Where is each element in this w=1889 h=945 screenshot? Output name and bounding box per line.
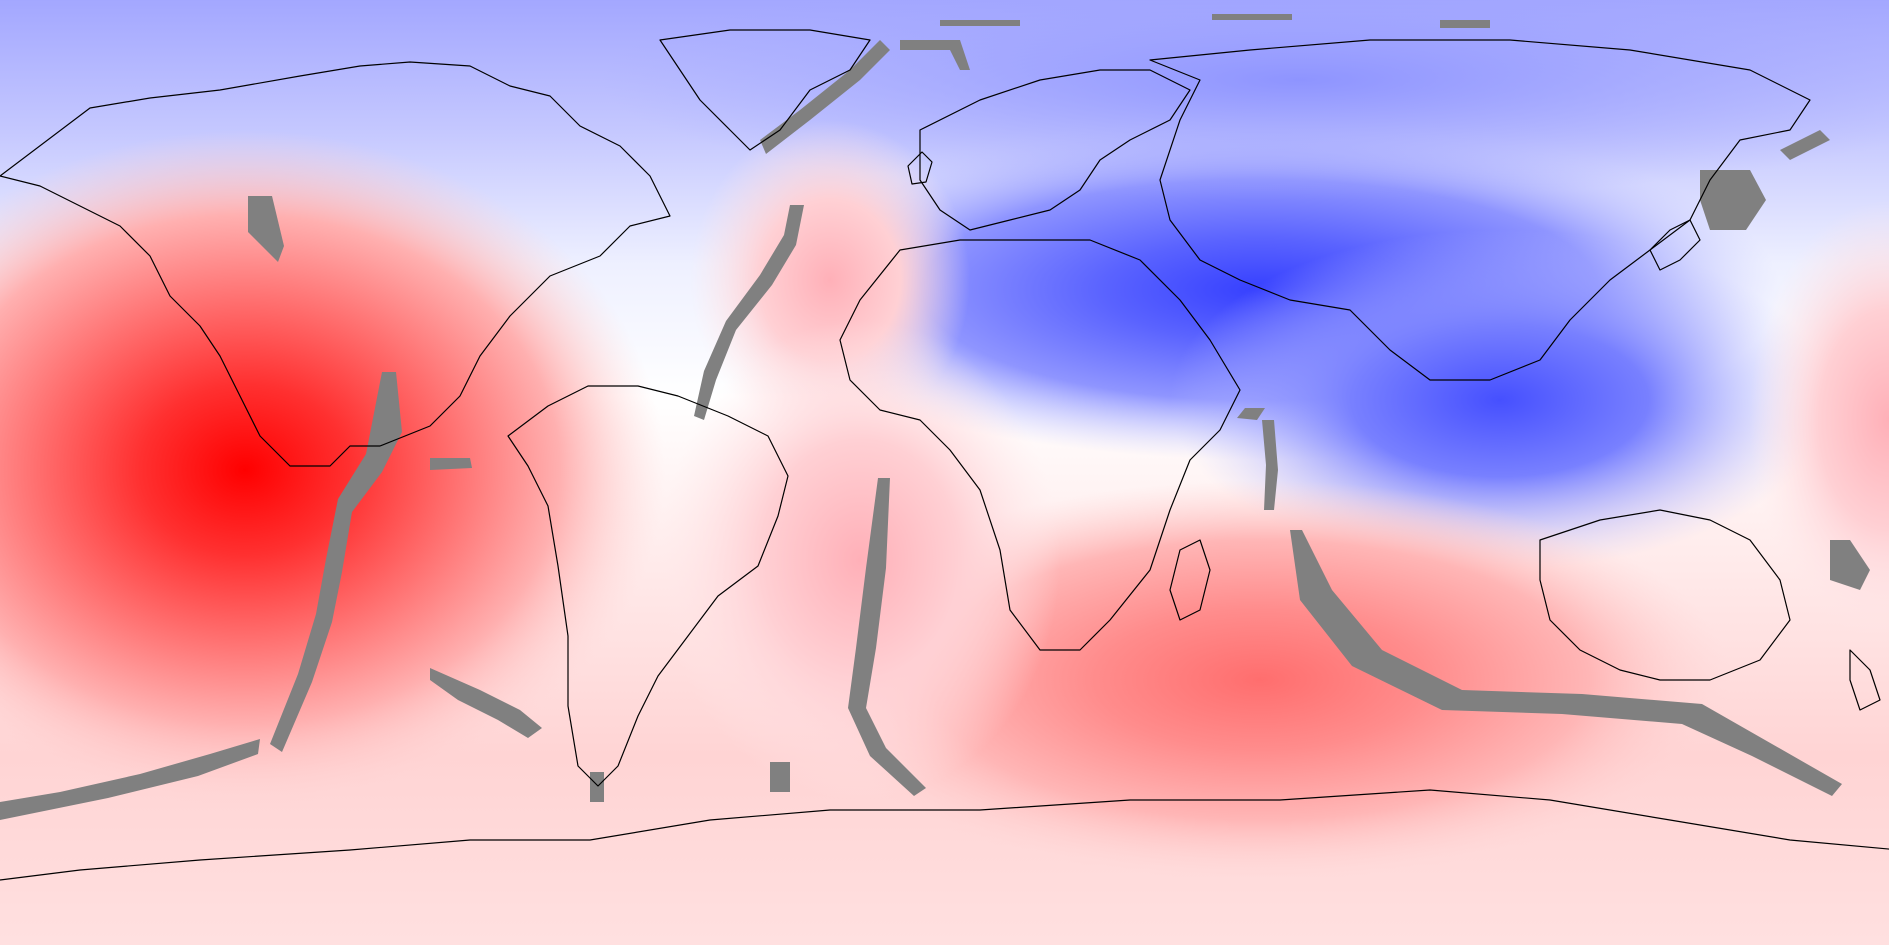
masked-kuril bbox=[1780, 130, 1830, 160]
masked-ridge-chile bbox=[430, 668, 542, 738]
masked-pacific-southwest bbox=[1830, 540, 1870, 590]
masked-arctic-strip-4 bbox=[900, 40, 970, 70]
masked-ridge-pacific-antarctic bbox=[0, 739, 260, 820]
coastline-north-america bbox=[0, 61, 671, 467]
coastline-madagascar bbox=[1169, 539, 1211, 621]
masked-ridge-mid-atlantic bbox=[694, 205, 804, 420]
masked-south-sandwich bbox=[590, 772, 604, 802]
anomaly-blobs bbox=[0, 0, 1889, 880]
coastline-europe bbox=[919, 69, 1191, 231]
coastline-africa bbox=[839, 239, 1241, 651]
masked-arctic-strip-3 bbox=[1440, 20, 1490, 28]
coastline-antarctica bbox=[0, 789, 1889, 881]
anomaly-atlantic-south-high bbox=[660, 320, 1060, 800]
masked-drake bbox=[770, 762, 790, 792]
anomaly-south-pacific-high bbox=[0, 130, 665, 810]
coastline-japan bbox=[1649, 219, 1701, 271]
masked-ridge-east-pacific bbox=[270, 372, 402, 752]
masked-ridge-south-atlantic bbox=[848, 478, 926, 796]
masked-west-coast-na bbox=[248, 196, 284, 262]
coastline-new-zealand bbox=[1849, 649, 1881, 711]
masked-gulf-california bbox=[430, 458, 472, 470]
masked-ridge-southwest-indian bbox=[1290, 530, 1842, 796]
anomaly-east-pacific-edge bbox=[1749, 200, 1889, 640]
coastline-australia bbox=[1539, 509, 1791, 681]
masked-arctic-strip-2 bbox=[940, 20, 1020, 26]
masked-ridge-carlsberg bbox=[1237, 408, 1265, 420]
masked-cells bbox=[0, 14, 1870, 820]
masked-ridge-reykjanes bbox=[760, 40, 890, 154]
coastline-asia bbox=[1149, 39, 1811, 381]
coastline-south-america bbox=[507, 385, 789, 787]
coastline-uk bbox=[907, 151, 933, 185]
coastline-greenland bbox=[659, 29, 871, 151]
masked-arctic-strip-1 bbox=[1212, 14, 1292, 20]
masked-ridge-central-indian bbox=[1262, 420, 1278, 510]
coastlines bbox=[0, 29, 1889, 881]
masked-sea-of-okhotsk bbox=[1700, 170, 1766, 230]
